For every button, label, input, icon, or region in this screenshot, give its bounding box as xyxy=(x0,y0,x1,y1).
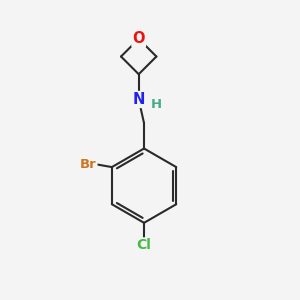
Text: Cl: Cl xyxy=(136,238,152,252)
Text: Br: Br xyxy=(80,158,97,171)
Text: N: N xyxy=(133,92,145,107)
Text: H: H xyxy=(151,98,162,111)
Text: O: O xyxy=(133,31,145,46)
